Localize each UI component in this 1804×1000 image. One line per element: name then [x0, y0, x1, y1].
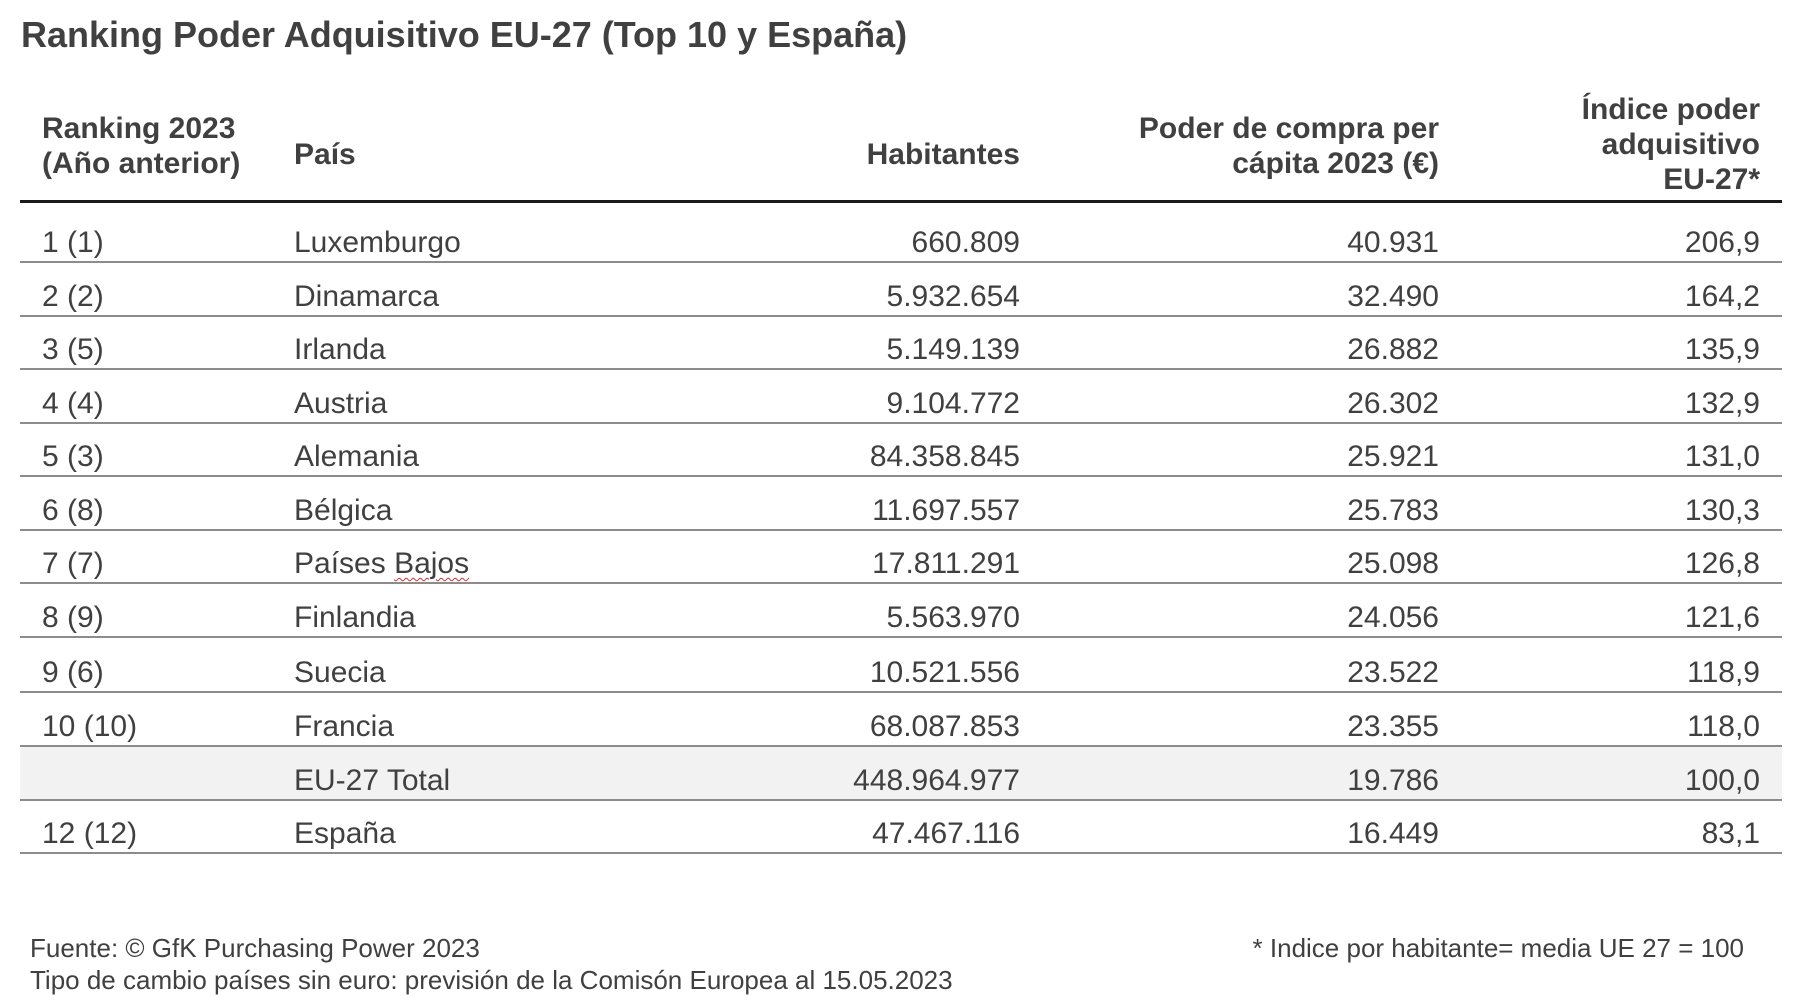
header-ranking-line2: (Año anterior)	[42, 147, 241, 180]
header-pais-line1: País	[294, 138, 356, 171]
table-row: 7 (7) Países Bajos 17.811.291 25.098 126,8	[20, 531, 1782, 584]
cell-poder-compra: 19.786	[1347, 763, 1439, 797]
cell-poder-compra: 40.931	[1347, 226, 1439, 259]
table-row: 2 (2) Dinamarca 5.932.654 32.490 164,2	[20, 263, 1782, 317]
cell-ranking: 9 (6)	[42, 656, 104, 689]
cell-indice: 126,8	[1684, 547, 1760, 580]
cell-ranking: 12 (12)	[42, 817, 138, 850]
cell-pais: Suecia	[294, 656, 386, 689]
ranking-table: Ranking 2023 (Año anterior) País Habitan…	[20, 90, 1782, 854]
table-row: 8 (9) Finlandia 5.563.970 24.056 121,6	[20, 584, 1782, 638]
table-header: Ranking 2023 (Año anterior) País Habitan…	[20, 90, 1782, 203]
cell-ranking: 4 (4)	[42, 386, 104, 420]
table-body: 1 (1) Luxemburgo 660.809 40.931 206,9 2 (2) Di…	[20, 203, 1782, 854]
header-indice-line3: EU-27*	[1663, 163, 1760, 196]
cell-habitantes: 11.697.557	[872, 493, 1020, 527]
cell-indice: 118,9	[1687, 656, 1760, 689]
cell-pais: Países Bajos	[294, 546, 469, 582]
table-row: 5 (3) Alemania 84.358.845 25.921 131,0	[20, 424, 1782, 477]
cell-pais: EU-27 Total	[294, 763, 451, 797]
header-poder-line2: cápita 2023 (€)	[1232, 147, 1439, 180]
cell-ranking: 8 (9)	[42, 600, 104, 634]
cell-habitantes: 9.104.772	[886, 386, 1020, 420]
cell-ranking: 5 (3)	[42, 440, 104, 473]
cell-habitantes: 17.811.291	[872, 547, 1020, 580]
header-habitantes-line1: Habitantes	[866, 138, 1020, 171]
cell-ranking: 7 (7)	[42, 547, 104, 580]
cell-habitantes: 448.964.977	[853, 763, 1020, 797]
table-row: 4 (4) Austria 9.104.772 26.302 132,9	[20, 370, 1782, 424]
cell-poder-compra: 25.783	[1347, 493, 1439, 527]
cell-habitantes: 84.358.845	[869, 440, 1020, 473]
cell-habitantes: 5.932.654	[886, 279, 1020, 313]
cell-poder-compra: 16.449	[1347, 817, 1439, 850]
header-poder-line1: Poder de compra per	[1138, 112, 1439, 145]
cell-habitantes: 5.563.970	[886, 600, 1020, 634]
header-indice: Índice poder adquisitivo EU-27*	[1582, 92, 1760, 197]
cell-pais: Francia	[294, 710, 395, 743]
cell-pais: España	[294, 817, 396, 850]
table-row: 12 (12) España 47.467.116 16.449 83,1	[20, 801, 1782, 854]
cell-poder-compra: 25.098	[1347, 547, 1439, 580]
cell-indice: 100,0	[1684, 763, 1760, 797]
cell-indice: 121,6	[1684, 600, 1760, 634]
cell-poder-compra: 32.490	[1347, 279, 1439, 313]
table-row: 6 (8) Bélgica 11.697.557 25.783 130,3	[20, 477, 1782, 531]
footer-exchange-note: Tipo de cambio países sin euro: previsió…	[30, 965, 953, 995]
header-ranking-line1: Ranking 2023	[42, 112, 236, 145]
table-row: EU-27 Total 448.964.977 19.786 100,0	[20, 747, 1782, 801]
cell-pais-word1: Países	[294, 547, 386, 580]
footer-source: Fuente: © GfK Purchasing Power 2023	[30, 933, 480, 963]
table-row: 3 (5) Irlanda 5.149.139 26.882 135,9	[20, 317, 1782, 370]
header-habitantes: Habitantes	[867, 137, 1020, 172]
footer-notes: Fuente: © GfK Purchasing Power 2023 Tipo…	[30, 932, 953, 996]
table-row: 1 (1) Luxemburgo 660.809 40.931 206,9	[20, 203, 1782, 263]
cell-pais: Alemania	[294, 440, 420, 473]
cell-indice: 132,9	[1684, 386, 1760, 420]
cell-indice: 206,9	[1684, 226, 1760, 259]
header-indice-line2: adquisitivo	[1601, 128, 1760, 161]
cell-indice: 130,3	[1684, 493, 1760, 527]
cell-habitantes: 10.521.556	[869, 656, 1020, 689]
header-pais: País	[294, 137, 356, 172]
cell-habitantes: 68.087.853	[869, 710, 1020, 743]
cell-ranking: 1 (1)	[42, 226, 104, 259]
cell-pais: Finlandia	[294, 600, 416, 634]
cell-ranking: 10 (10)	[42, 710, 138, 743]
cell-pais: Dinamarca	[294, 279, 440, 313]
cell-habitantes: 660.809	[911, 226, 1020, 259]
footer-index-note: * Indice por habitante= media UE 27 = 10…	[1252, 933, 1744, 963]
cell-indice: 83,1	[1701, 817, 1760, 850]
cell-poder-compra: 26.302	[1347, 386, 1439, 420]
page-title: Ranking Poder Adquisitivo EU-27 (Top 10 …	[21, 14, 908, 55]
cell-poder-compra: 25.921	[1347, 440, 1439, 473]
header-poder-compra: Poder de compra per cápita 2023 (€)	[1139, 111, 1439, 181]
cell-pais: Bélgica	[294, 493, 393, 527]
cell-indice: 164,2	[1684, 279, 1760, 313]
cell-ranking: 3 (5)	[42, 333, 104, 366]
cell-pais: Irlanda	[294, 333, 386, 366]
cell-habitantes: 5.149.139	[886, 333, 1020, 366]
table-row: 9 (6) Suecia 10.521.556 23.522 118,9	[20, 638, 1782, 693]
table-row: 10 (10) Francia 68.087.853 23.355 118,0	[20, 693, 1782, 747]
cell-ranking: 6 (8)	[42, 493, 104, 527]
cell-indice: 135,9	[1684, 333, 1760, 366]
cell-poder-compra: 26.882	[1347, 333, 1439, 366]
cell-ranking: 2 (2)	[42, 279, 104, 313]
cell-habitantes: 47.467.116	[872, 817, 1020, 850]
cell-poder-compra: 24.056	[1347, 600, 1439, 634]
header-ranking: Ranking 2023 (Año anterior)	[42, 111, 240, 181]
cell-poder-compra: 23.355	[1347, 710, 1439, 743]
cell-pais: Luxemburgo	[294, 226, 461, 259]
cell-poder-compra: 23.522	[1347, 656, 1439, 689]
cell-pais-word2: Bajos	[394, 547, 470, 580]
header-indice-line1: Índice poder	[1581, 93, 1760, 126]
cell-pais: Austria	[294, 386, 388, 420]
cell-indice: 131,0	[1684, 440, 1760, 473]
cell-indice: 118,0	[1687, 710, 1760, 743]
